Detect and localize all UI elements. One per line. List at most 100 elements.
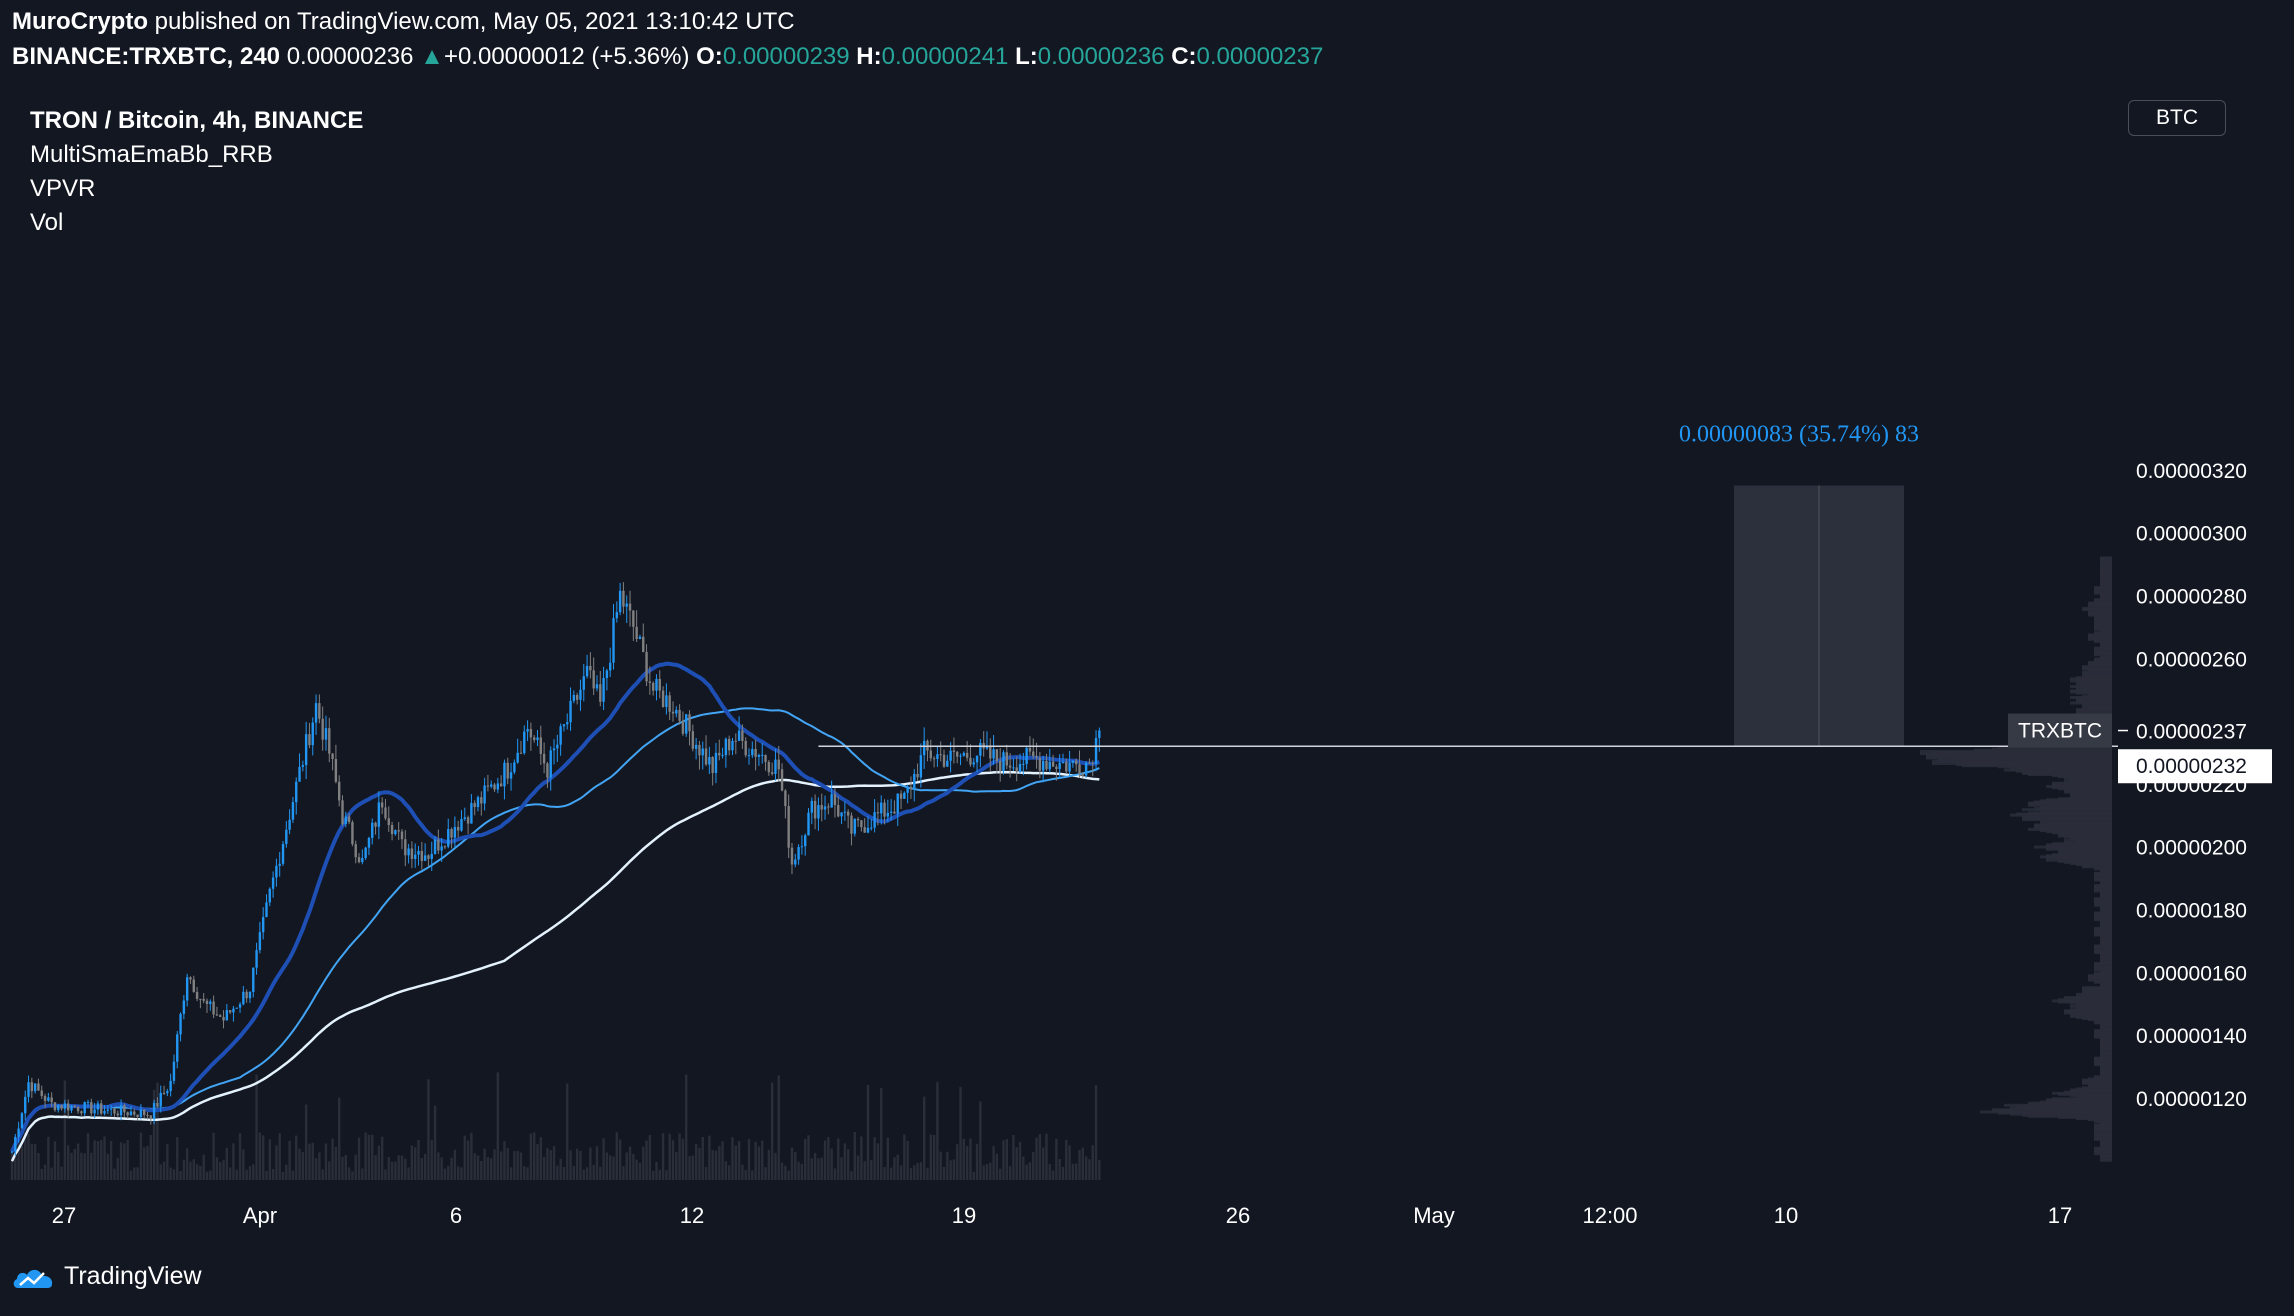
- volume-bar: [595, 1146, 599, 1180]
- candle-body: [152, 1103, 156, 1120]
- candle-body: [189, 977, 192, 980]
- candle-body: [364, 847, 367, 859]
- volume-bar: [959, 1086, 962, 1180]
- volume-bar: [1048, 1164, 1051, 1180]
- candle-body: [625, 603, 628, 607]
- last-price-tag-bg: [2008, 713, 2112, 748]
- volume-bar: [856, 1155, 860, 1180]
- candle-body: [764, 754, 767, 763]
- publish-text: published on TradingView.com, May 05, 20…: [154, 8, 795, 35]
- volume-bar: [1002, 1140, 1005, 1180]
- candle-body: [665, 695, 668, 707]
- candle-body: [202, 998, 205, 1001]
- candle-body: [628, 603, 632, 611]
- volume-bar: [575, 1148, 579, 1180]
- volume-bar: [486, 1156, 490, 1180]
- volume-bar: [463, 1135, 466, 1180]
- volume-bar: [367, 1134, 371, 1180]
- indicator-vpvr[interactable]: VPVR: [30, 175, 96, 202]
- time-axis[interactable]: 27 Apr 6 12 19 26 May 12:00 10 17: [52, 1203, 2072, 1228]
- candle-body: [618, 590, 622, 613]
- volume-bar: [770, 1082, 774, 1180]
- candle-body: [70, 1105, 73, 1111]
- volume-bar: [1075, 1163, 1078, 1180]
- volume-bar: [952, 1159, 956, 1180]
- volume-bar: [523, 1166, 526, 1180]
- candle-body: [1032, 751, 1035, 757]
- volume-bar: [390, 1161, 394, 1180]
- candle-body: [721, 755, 724, 757]
- volume-bar: [873, 1137, 876, 1180]
- volume-bar: [47, 1136, 50, 1180]
- candle-body: [1048, 761, 1051, 770]
- volume-bar: [691, 1155, 695, 1180]
- volume-bar: [63, 1080, 67, 1180]
- currency-badge[interactable]: BTC: [2128, 100, 2226, 136]
- volume-bar: [460, 1167, 463, 1180]
- volume-bar: [205, 1171, 209, 1180]
- volume-bar: [701, 1137, 704, 1180]
- candle-body: [708, 757, 711, 765]
- candle-body: [109, 1108, 113, 1110]
- volume-bar: [1051, 1170, 1055, 1180]
- volume-bar: [556, 1165, 559, 1180]
- volume-bar: [143, 1147, 146, 1180]
- candle-body: [361, 858, 364, 863]
- volume-bar: [810, 1158, 814, 1180]
- candle-body: [1071, 760, 1075, 763]
- volume-bar: [830, 1148, 833, 1180]
- volume-bar: [638, 1162, 642, 1180]
- candle-body: [219, 1015, 222, 1017]
- candle-body: [116, 1113, 119, 1116]
- indicator-vol[interactable]: Vol: [30, 209, 64, 236]
- volume-bar: [199, 1165, 202, 1180]
- candle-body: [1058, 762, 1061, 769]
- candle-body: [704, 748, 708, 765]
- volume-bar: [80, 1152, 83, 1180]
- volume-bar: [615, 1132, 619, 1180]
- volume-bar: [90, 1152, 93, 1180]
- volume-bar: [618, 1139, 622, 1180]
- volume-bar: [860, 1136, 863, 1180]
- candle-body: [499, 783, 503, 787]
- candle-body: [734, 740, 737, 742]
- volume-bar: [337, 1097, 341, 1180]
- candle-body: [156, 1103, 159, 1107]
- volume-bar: [60, 1166, 63, 1180]
- candle-body: [443, 846, 447, 848]
- candle-body: [784, 790, 787, 807]
- candle-body: [503, 762, 506, 787]
- volume-bar: [761, 1140, 764, 1180]
- candle-body: [903, 792, 906, 799]
- candle-body: [301, 765, 305, 767]
- candle-body: [1038, 757, 1042, 771]
- price-tick-label: 0.00000300: [2136, 523, 2247, 546]
- volume-bar: [139, 1132, 143, 1180]
- volume-bar: [942, 1166, 946, 1180]
- volume-bar: [582, 1169, 585, 1180]
- candle-body: [846, 811, 850, 816]
- candle-body: [932, 758, 936, 760]
- indicator-multisma[interactable]: MultiSmaEmaBb_RRB: [30, 141, 273, 168]
- price-axis[interactable]: 0.00000320 0.00000300 0.00000280 0.00000260…: [2136, 460, 2247, 1111]
- volume-bar: [361, 1168, 364, 1180]
- candle-body: [589, 665, 592, 671]
- volume-bar: [215, 1157, 219, 1180]
- candle-body: [562, 724, 566, 727]
- volume-bar: [50, 1167, 53, 1180]
- volume-bar: [949, 1160, 952, 1180]
- volume-bar: [1094, 1085, 1098, 1180]
- author-name[interactable]: MuroCrypto: [12, 8, 148, 35]
- volume-bar: [420, 1157, 424, 1180]
- candle-body: [285, 829, 288, 844]
- volume-bar: [321, 1169, 324, 1180]
- volume-bar: [209, 1170, 212, 1180]
- volume-bar: [529, 1133, 533, 1180]
- volume-bar: [671, 1140, 675, 1180]
- candle-body: [813, 800, 817, 819]
- candle-body: [1088, 762, 1091, 764]
- volume-bar: [572, 1165, 576, 1180]
- candle-body: [404, 839, 407, 856]
- volume-bar: [813, 1152, 817, 1180]
